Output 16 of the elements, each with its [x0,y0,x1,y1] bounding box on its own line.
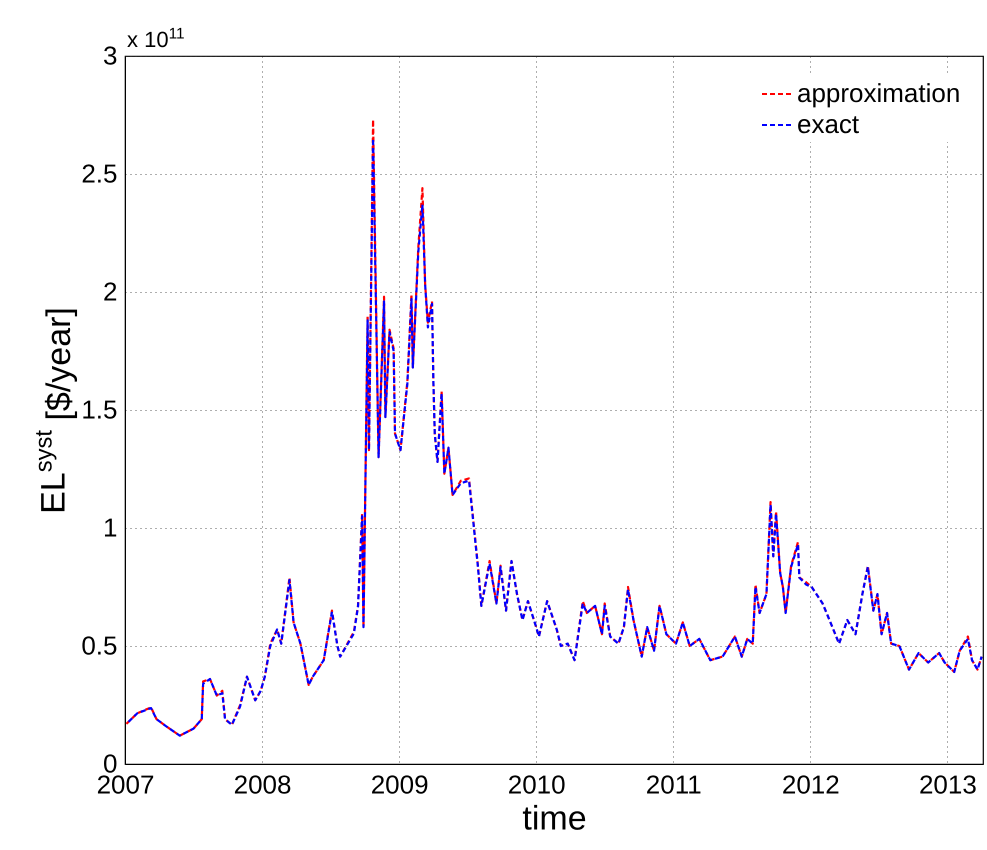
legend-label: exact [797,109,860,139]
legend-label: approximation [797,78,960,108]
text: x 10$^{11}$ [127,26,185,52]
x-tick-label: 2009 [370,770,429,800]
y-tick-label: 1 [103,512,118,542]
x-tick-label: 2010 [508,770,566,800]
x-tick-label: 2012 [782,770,840,800]
x-tick-label: 2011 [646,770,702,800]
x-tick-label: 2008 [234,770,292,800]
y-tick-label: 1.5 [81,394,118,424]
y-tick-label: 0.5 [81,630,118,660]
x-tick-label: 2013 [918,770,977,800]
y-tick-label: 2 [103,276,118,306]
y-tick-label: 2.5 [81,158,118,188]
y-tick-label: 3 [103,40,118,70]
x-axis-title: time [522,800,587,838]
